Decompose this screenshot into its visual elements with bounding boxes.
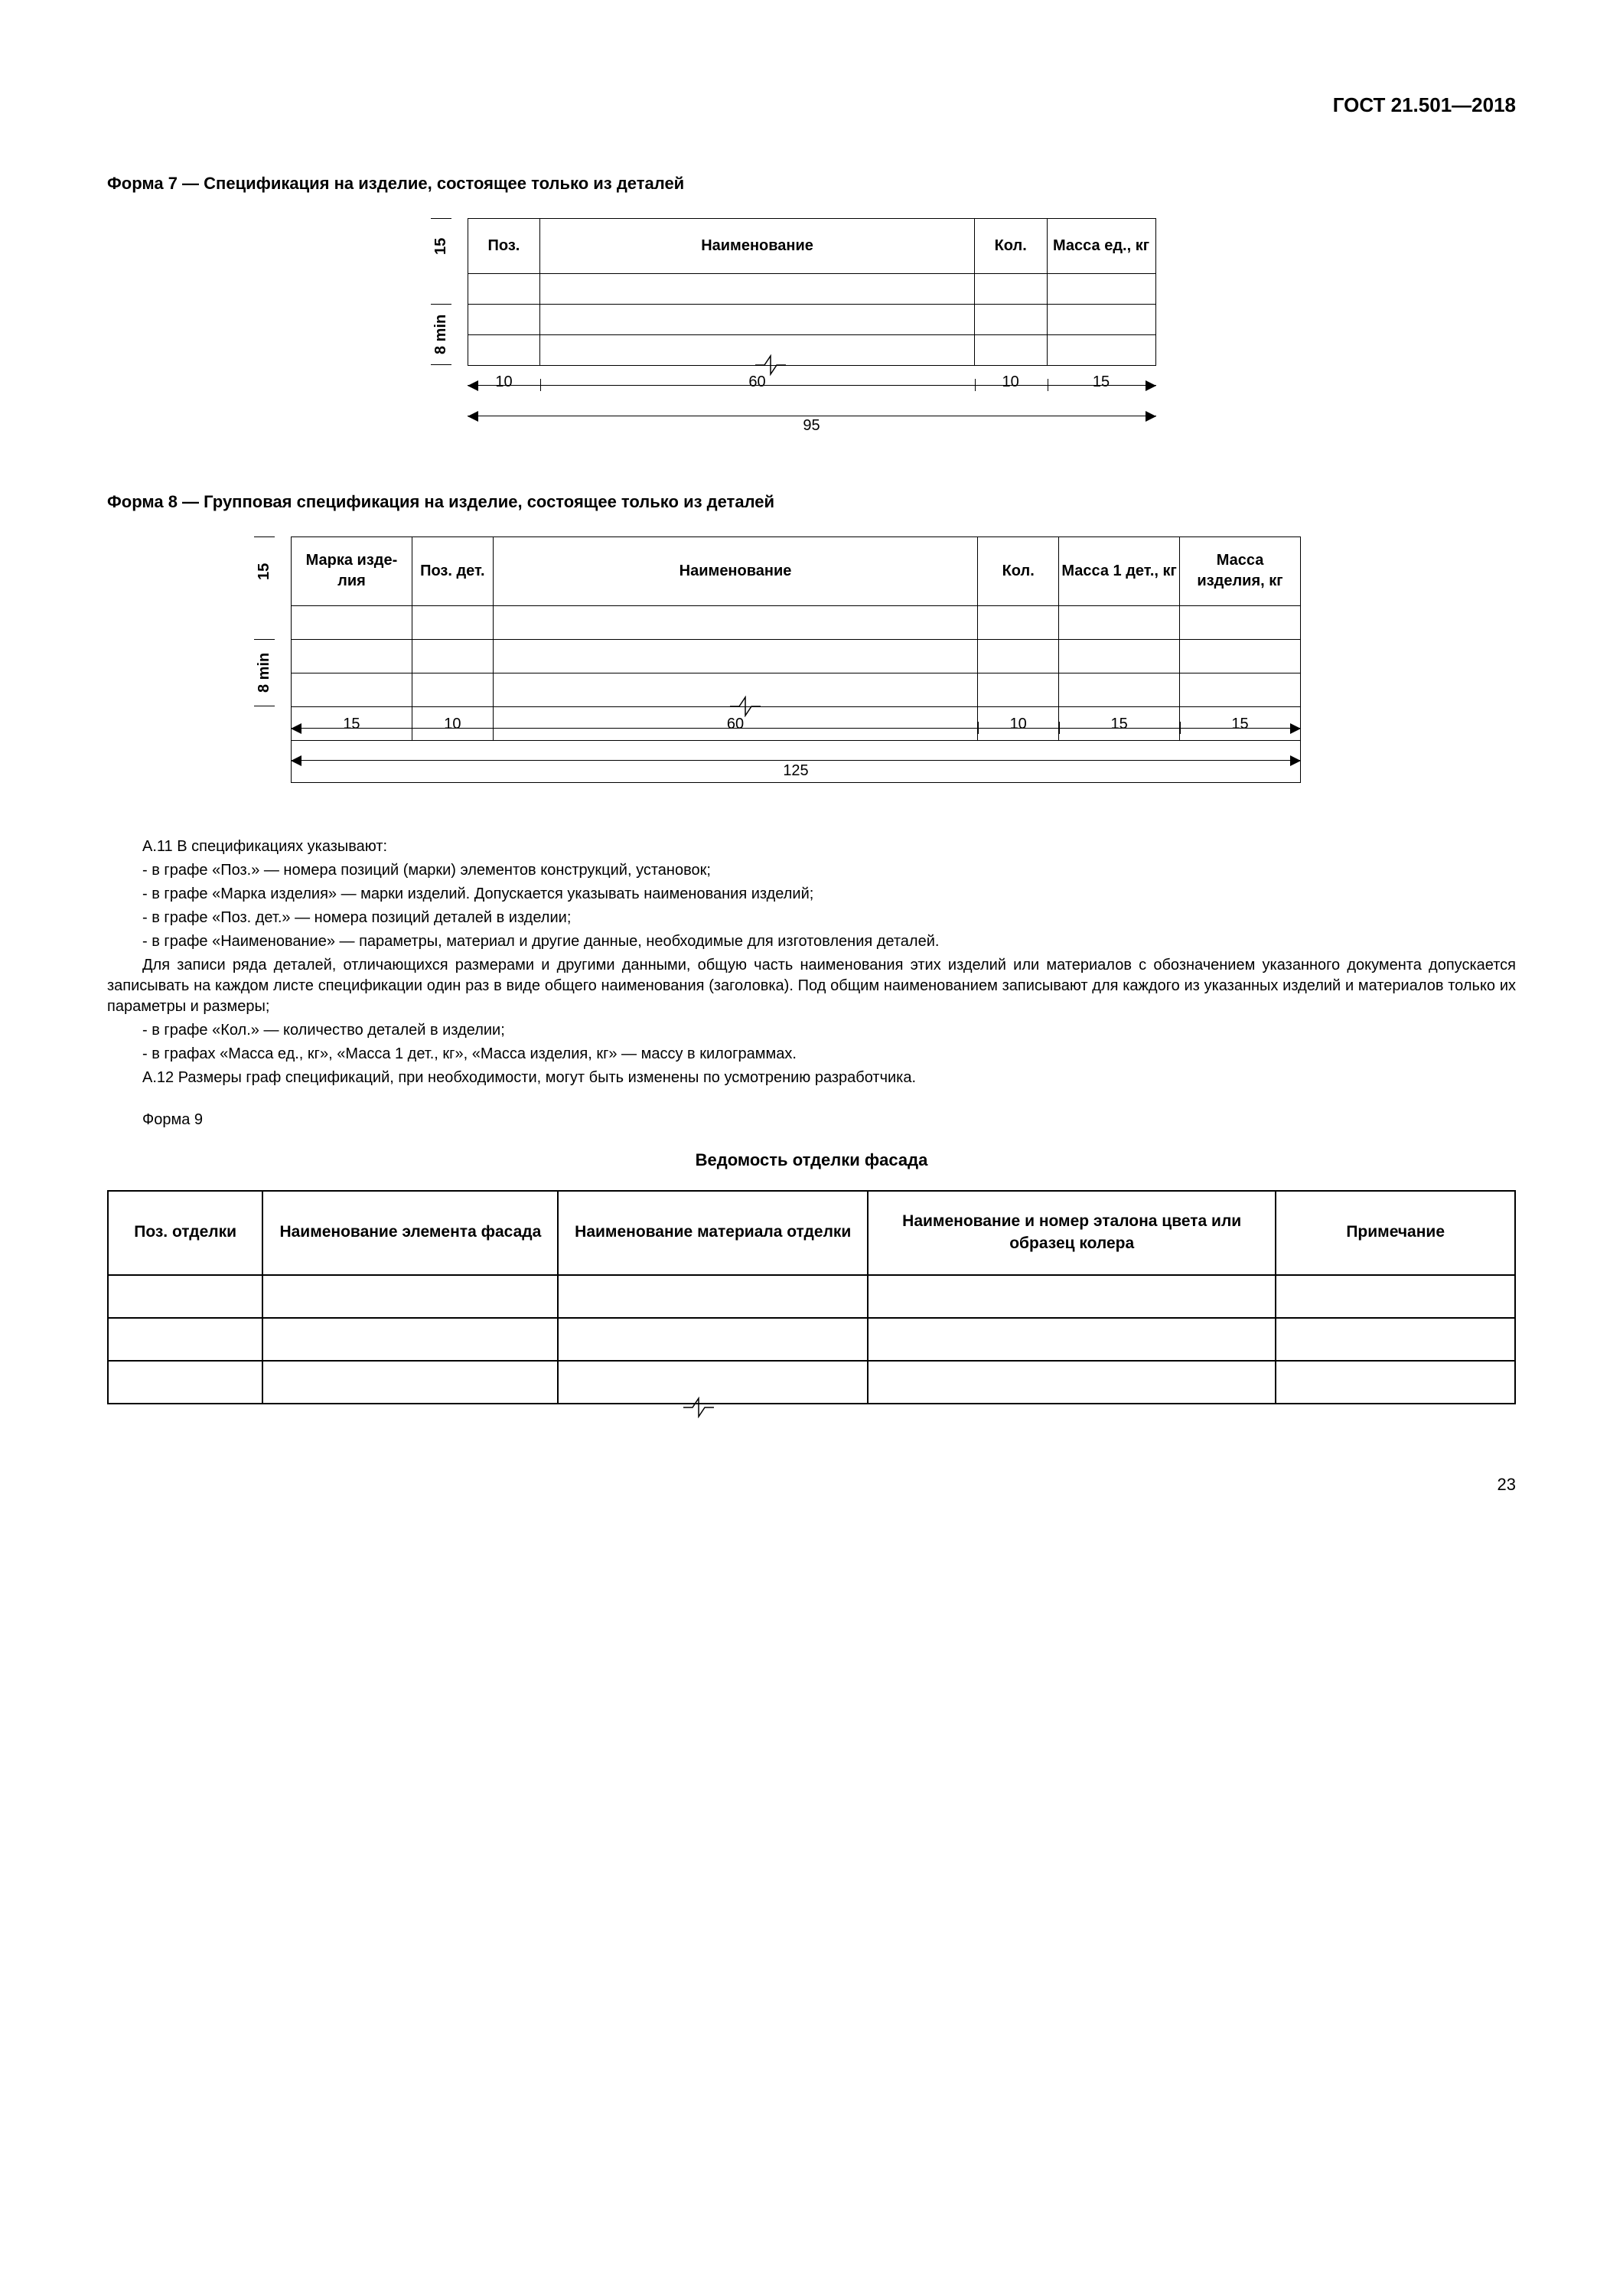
form8-h4: Кол. [978,536,1059,605]
a11-item-2: - в графе «Поз. дет.» — номера позиций д… [107,908,1516,928]
form9-h4: Наименование и номер эталона цвета или о… [868,1191,1276,1275]
dim8-1: 15 [292,706,412,740]
break-mark-icon-3 [683,1397,714,1415]
form8-h3: Наименование [493,536,977,605]
page-number: 23 [107,1473,1516,1496]
a11-para: Для записи ряда деталей, отличающихся ра… [107,955,1516,1017]
form9-h2: Наименование элемента фасада [262,1191,558,1275]
dim-c1: 10 [468,365,540,396]
form7-table: Поз. Наименование Кол. Масса ед., кг 10 … [468,218,1156,438]
break-mark-icon-2 [730,696,761,714]
dim8-6: 15 [1180,706,1301,740]
form9-table: Поз. отделки Наименование элемента фасад… [107,1190,1516,1404]
a11-item-0: - в графе «Поз.» — номера позиций (марки… [107,860,1516,881]
a12-text: А.12 Размеры граф спецификаций, при необ… [107,1068,1516,1088]
a11-item-1: - в графе «Марка изделия» — марки издели… [107,884,1516,905]
form8-h5: Масса 1 дет., кг [1059,536,1180,605]
form8-table: Марка изде-лия Поз. дет. Наименование Ко… [291,536,1301,783]
dim8-4: 10 [978,706,1059,740]
dim8-2: 10 [412,706,493,740]
form8-h2: Поз. дет. [412,536,493,605]
form9-title: Ведомость отделки фасада [107,1149,1516,1172]
side-label-15: 15 [431,218,451,273]
form7-h-name: Наименование [540,218,974,273]
form9-h5: Примечание [1276,1191,1515,1275]
side-label-8min: 8 min [431,304,451,365]
form9-label: Форма 9 [107,1110,1516,1130]
dim8-total: 125 [292,740,1301,782]
a11-item2-1: - в графах «Масса ед., кг», «Масса 1 дет… [107,1044,1516,1065]
break-mark-icon [755,354,786,373]
form9-h1: Поз. отделки [108,1191,262,1275]
form8-table-wrapper: 15 8 min Марка изде-лия Поз. дет. Наимен… [291,536,1301,783]
form7-h-mass: Масса ед., кг [1047,218,1155,273]
a11-lead: А.11 В спецификациях указывают: [107,837,1516,857]
form7-table-wrapper: 15 8 min Поз. Наименование Кол. Масса ед… [468,218,1156,438]
dim-c3: 10 [974,365,1047,396]
side-label-15-b: 15 [254,536,275,605]
form8-h1: Марка изде-лия [292,536,412,605]
form9-table-wrapper: Поз. отделки Наименование элемента фасад… [107,1190,1516,1404]
form8-caption: Форма 8 — Групповая спецификация на изде… [107,491,1516,514]
form7-h-qty: Кол. [974,218,1047,273]
a11-item-3: - в графе «Наименование» — параметры, ма… [107,931,1516,952]
dim-c4: 15 [1047,365,1155,396]
form7-h-pos: Поз. [468,218,540,273]
a11-item2-0: - в графе «Кол.» — количество деталей в … [107,1020,1516,1041]
form8-h6: Масса изделия, кг [1180,536,1301,605]
form9-h3: Наименование материала отделки [558,1191,868,1275]
dim-total-7: 95 [468,396,1155,437]
dim8-5: 15 [1059,706,1180,740]
standard-header: ГОСТ 21.501—2018 [107,92,1516,119]
side-label-8min-b: 8 min [254,639,275,706]
form7-caption: Форма 7 — Спецификация на изделие, состо… [107,172,1516,195]
